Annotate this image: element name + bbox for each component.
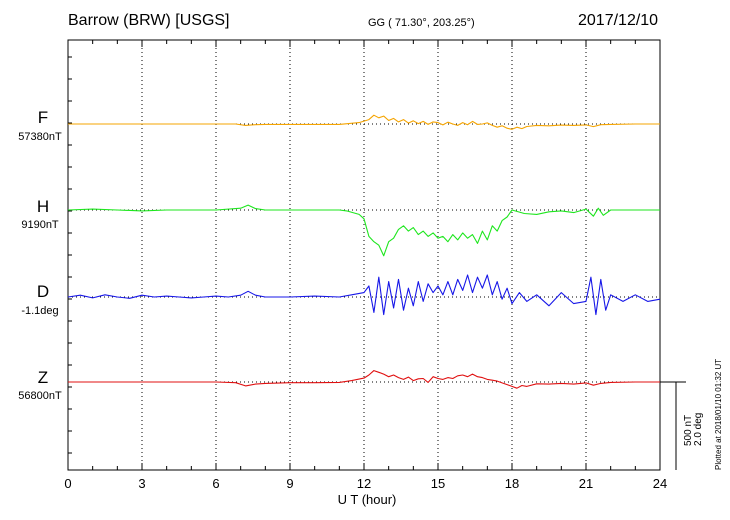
axis-ticks <box>67 40 661 470</box>
coordinates-label: GG ( 71.30°, 203.25°) <box>368 17 475 29</box>
trace-h <box>67 204 660 257</box>
x-tick-label: 18 <box>504 476 520 491</box>
grid <box>141 40 587 470</box>
scale-deg-label: 2.0 deg <box>693 412 704 446</box>
component-label-d: D <box>36 282 50 301</box>
baseline-label-h: 9190nT <box>21 219 59 231</box>
date-label: 2017/12/10 <box>578 12 659 29</box>
baseline-label-z: 56800nT <box>18 390 62 402</box>
component-label-f: F <box>37 108 49 127</box>
trace-z <box>68 370 660 389</box>
x-tick-label: 12 <box>356 476 372 491</box>
station-title: Barrow (BRW) [USGS] <box>68 12 230 29</box>
component-label-h: H <box>36 197 50 216</box>
x-tick-label: 21 <box>578 476 594 491</box>
plotted-timestamp: Plotted at 2018/01/10 01:32 UT <box>714 358 723 470</box>
baseline-label-f: 57380nT <box>18 131 62 143</box>
x-tick-label: 24 <box>652 476 668 491</box>
x-tick-label: 9 <box>286 476 294 491</box>
baselines <box>68 123 660 383</box>
baseline-label-d: -1.1deg <box>21 305 59 317</box>
component-label-z: Z <box>37 368 49 387</box>
traces <box>67 114 661 389</box>
x-axis-label: U T (hour) <box>337 492 397 507</box>
x-tick-label: 0 <box>64 476 72 491</box>
scale-bar <box>660 381 686 470</box>
x-tick-label: 6 <box>212 476 220 491</box>
x-tick-label: 3 <box>138 476 146 491</box>
trace-d <box>67 274 661 316</box>
x-tick-label: 15 <box>430 476 446 491</box>
trace-f <box>68 114 660 130</box>
